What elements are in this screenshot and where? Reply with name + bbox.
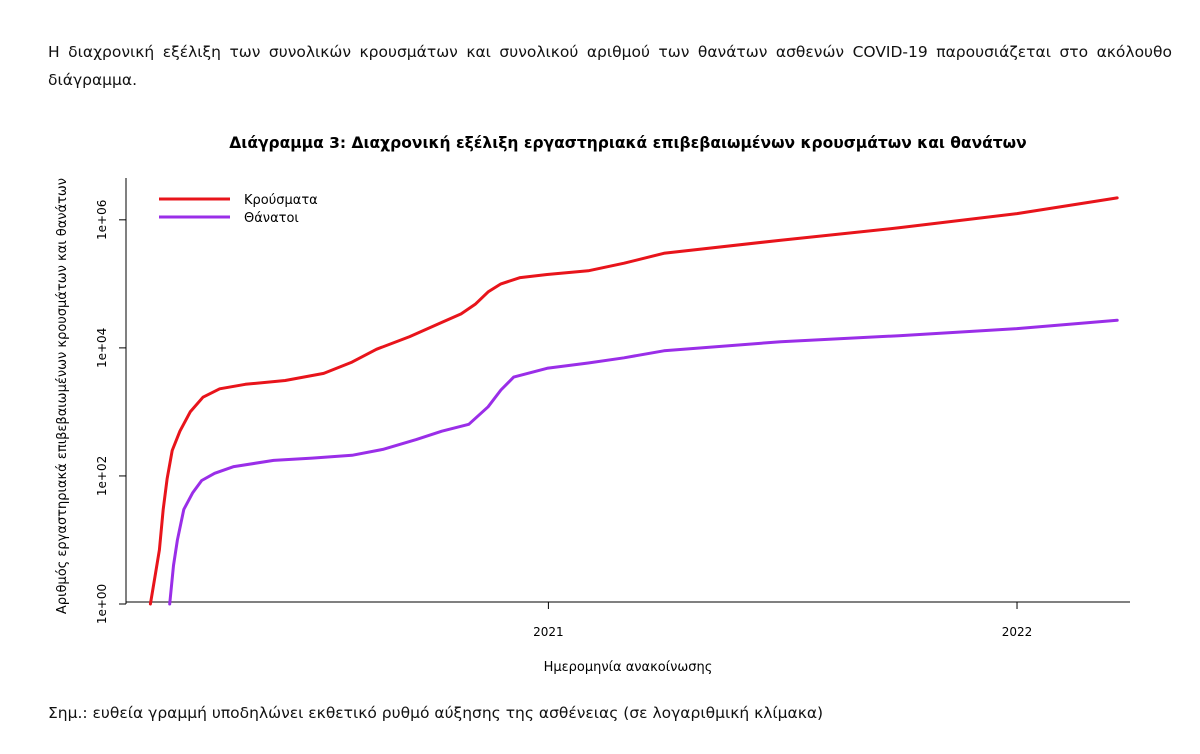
y-tick-label: 1e+02 — [95, 456, 109, 496]
legend-label: Κρούσματα — [244, 193, 318, 208]
footnote: Σημ.: ευθεία γραμμή υποδηλώνει εκθετικό … — [48, 704, 824, 722]
x-tick-label: 2022 — [1002, 625, 1033, 639]
x-tick-label: 2021 — [533, 625, 564, 639]
series-line-2 — [168, 318, 1119, 606]
legend-label: Θάνατοι — [244, 211, 299, 226]
series-line-1 — [148, 196, 1119, 606]
x-axis-ticks: 2021 2022 — [533, 602, 1032, 639]
y-axis-label: Αριθμός εργαστηριακά επιβεβαιωμένων κρου… — [55, 178, 70, 614]
y-axis-ticks: 1e+00 1e+02 1e+04 1e+06 — [95, 200, 126, 624]
line-chart: Διάγραμμα 3: Διαχρονική εξέλιξη εργαστηρ… — [55, 134, 1130, 675]
chart-legend: Κρούσματα Θάνατοι — [159, 193, 318, 226]
y-tick-label: 1e+00 — [95, 584, 109, 624]
chart-title: Διάγραμμα 3: Διαχρονική εξέλιξη εργαστηρ… — [229, 134, 1026, 152]
intro-paragraph: Η διαχρονική εξέλιξη των συνολικών κρουσ… — [48, 43, 1172, 89]
y-tick-label: 1e+04 — [95, 328, 109, 368]
y-tick-label: 1e+06 — [95, 200, 109, 240]
series-lines — [148, 196, 1119, 606]
x-axis-label: Ημερομηνία ανακοίνωσης — [544, 660, 713, 675]
